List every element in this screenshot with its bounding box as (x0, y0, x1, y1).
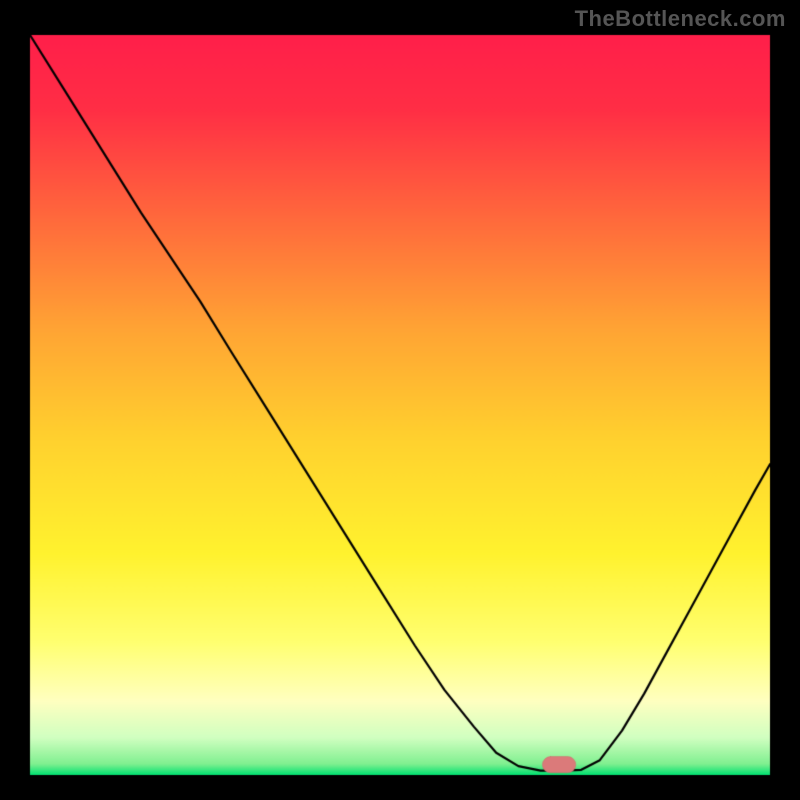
chart-container: TheBottleneck.com (0, 0, 800, 800)
bottleneck-chart (0, 0, 800, 800)
watermark-text: TheBottleneck.com (575, 6, 786, 32)
